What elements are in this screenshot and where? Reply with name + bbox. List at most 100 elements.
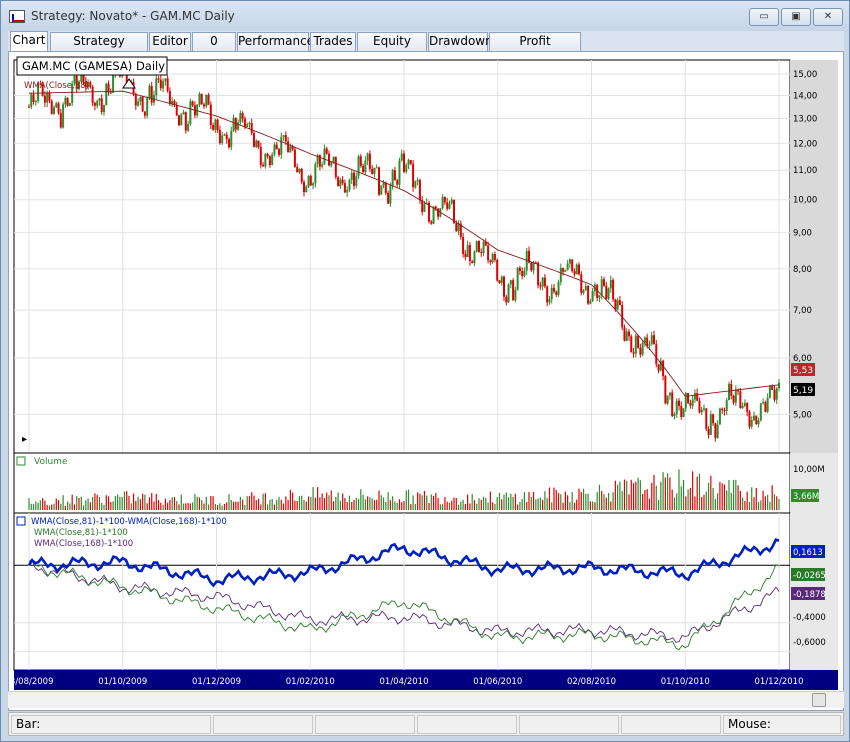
price-plot-frame: [13, 59, 791, 454]
candle-body: [741, 405, 744, 409]
candle-body: [628, 331, 630, 337]
candle-body: [530, 262, 533, 271]
volume-bar: [635, 481, 637, 510]
volume-bar: [314, 497, 316, 510]
candle-body: [621, 304, 624, 328]
tab-editor[interactable]: Editor: [149, 32, 191, 51]
volume-bar: [587, 493, 589, 510]
minimize-button[interactable]: ▭: [749, 8, 779, 26]
candle-body: [241, 113, 244, 119]
candle-body: [512, 280, 515, 301]
volume-bar: [385, 501, 387, 510]
candle-body: [478, 240, 480, 253]
scrollbar-thumb[interactable]: [812, 693, 826, 707]
date-label: 01/12/2010: [755, 677, 804, 687]
volume-bar: [35, 501, 37, 510]
volume-bar: [535, 499, 537, 510]
horizontal-scrollbar[interactable]: [8, 691, 844, 708]
candle-body: [650, 335, 653, 345]
stock-chart[interactable]: 15,00 14,00 13,00 12,00 11,00 10,00 9,00 8,00 7,…: [5, 52, 845, 692]
volume-bar: [396, 503, 398, 510]
candle-body: [343, 183, 346, 193]
candle-body: [214, 119, 217, 130]
volume-bar: [182, 503, 185, 510]
date-label: 01/10/2010: [661, 677, 710, 687]
candle-body: [57, 103, 60, 114]
candle-body: [473, 251, 476, 264]
tab-alerts[interactable]: 0 Alerts: [192, 32, 236, 65]
volume-bar: [55, 498, 57, 510]
candle-body: [691, 399, 694, 406]
candle-body: [159, 79, 162, 89]
volume-bar: [244, 504, 246, 510]
volume-bar: [648, 498, 651, 510]
candle-body: [698, 400, 701, 413]
volume-bar: [198, 497, 201, 510]
volume-bar: [144, 494, 146, 510]
candle-body: [689, 403, 692, 406]
volume-bar: [321, 493, 323, 510]
volume-bar: [67, 501, 69, 510]
volume-bar: [201, 500, 203, 510]
candle-body: [762, 402, 765, 404]
candle-body: [59, 113, 62, 128]
volume-value-badge: [791, 489, 819, 502]
candle-body: [630, 336, 633, 353]
volume-bar: [298, 496, 301, 510]
candle-body: [107, 83, 110, 93]
volume-bar: [230, 500, 232, 510]
volume-bar: [726, 490, 728, 510]
volume-bar: [392, 496, 394, 510]
candle-body: [616, 300, 619, 310]
volume-bar: [105, 495, 107, 510]
status-cell-1: [213, 715, 313, 734]
volume-bar: [764, 496, 766, 510]
volume-bar: [223, 503, 226, 510]
tab-strategy-summary[interactable]: Strategy Summary: [50, 32, 148, 65]
tab-drawdown[interactable]: Drawdown: [428, 32, 493, 51]
volume-bar: [317, 487, 319, 510]
price-tick-label: 6,00: [793, 354, 812, 364]
volume-bar: [571, 492, 573, 510]
candle-body: [496, 259, 499, 281]
maximize-button[interactable]: ▣: [781, 8, 811, 26]
volume-bar: [178, 504, 180, 510]
candle-body: [207, 94, 210, 105]
volume-bar: [210, 495, 212, 510]
candle-body: [91, 86, 94, 103]
date-label: 01/04/2010: [380, 677, 429, 687]
candle-body: [184, 112, 187, 131]
candle-body: [614, 299, 617, 310]
candle-body: [587, 286, 590, 304]
volume-bar: [421, 495, 423, 510]
volume-bar: [301, 495, 303, 510]
volume-bar: [687, 489, 689, 510]
candle-body: [191, 101, 194, 106]
tab-equity-curve[interactable]: Equity Curve: [357, 32, 427, 65]
candle-body: [448, 203, 451, 209]
osc-fast-value: -0,0265: [793, 571, 826, 581]
tab-chart[interactable]: Chart: [10, 31, 48, 51]
candle-body: [325, 148, 328, 154]
volume-bar: [303, 499, 305, 510]
title-bar[interactable]: Strategy: Novato* - GAM.MC Daily ▭ ▣ ✕: [1, 1, 849, 31]
candle-body: [571, 259, 574, 272]
candle-body: [716, 424, 719, 438]
candle-body: [603, 279, 605, 286]
candle-body: [141, 96, 144, 112]
candle-body: [291, 146, 294, 150]
close-button[interactable]: ✕: [813, 8, 843, 26]
volume-bar: [121, 497, 123, 510]
volume-bar: [573, 502, 576, 510]
volume-bar: [507, 497, 510, 510]
volume-bar: [46, 504, 48, 510]
tab-trades[interactable]: Trades: [310, 32, 356, 51]
tab-performance[interactable]: Performance: [237, 32, 314, 51]
tab-profit-distribution[interactable]: Profit Distribution: [489, 32, 581, 65]
candle-body: [98, 98, 101, 102]
volume-bar: [157, 500, 160, 510]
candle-body: [450, 199, 453, 204]
volume-bar: [505, 492, 507, 510]
candle-body: [371, 168, 374, 175]
volume-bar: [30, 503, 32, 510]
